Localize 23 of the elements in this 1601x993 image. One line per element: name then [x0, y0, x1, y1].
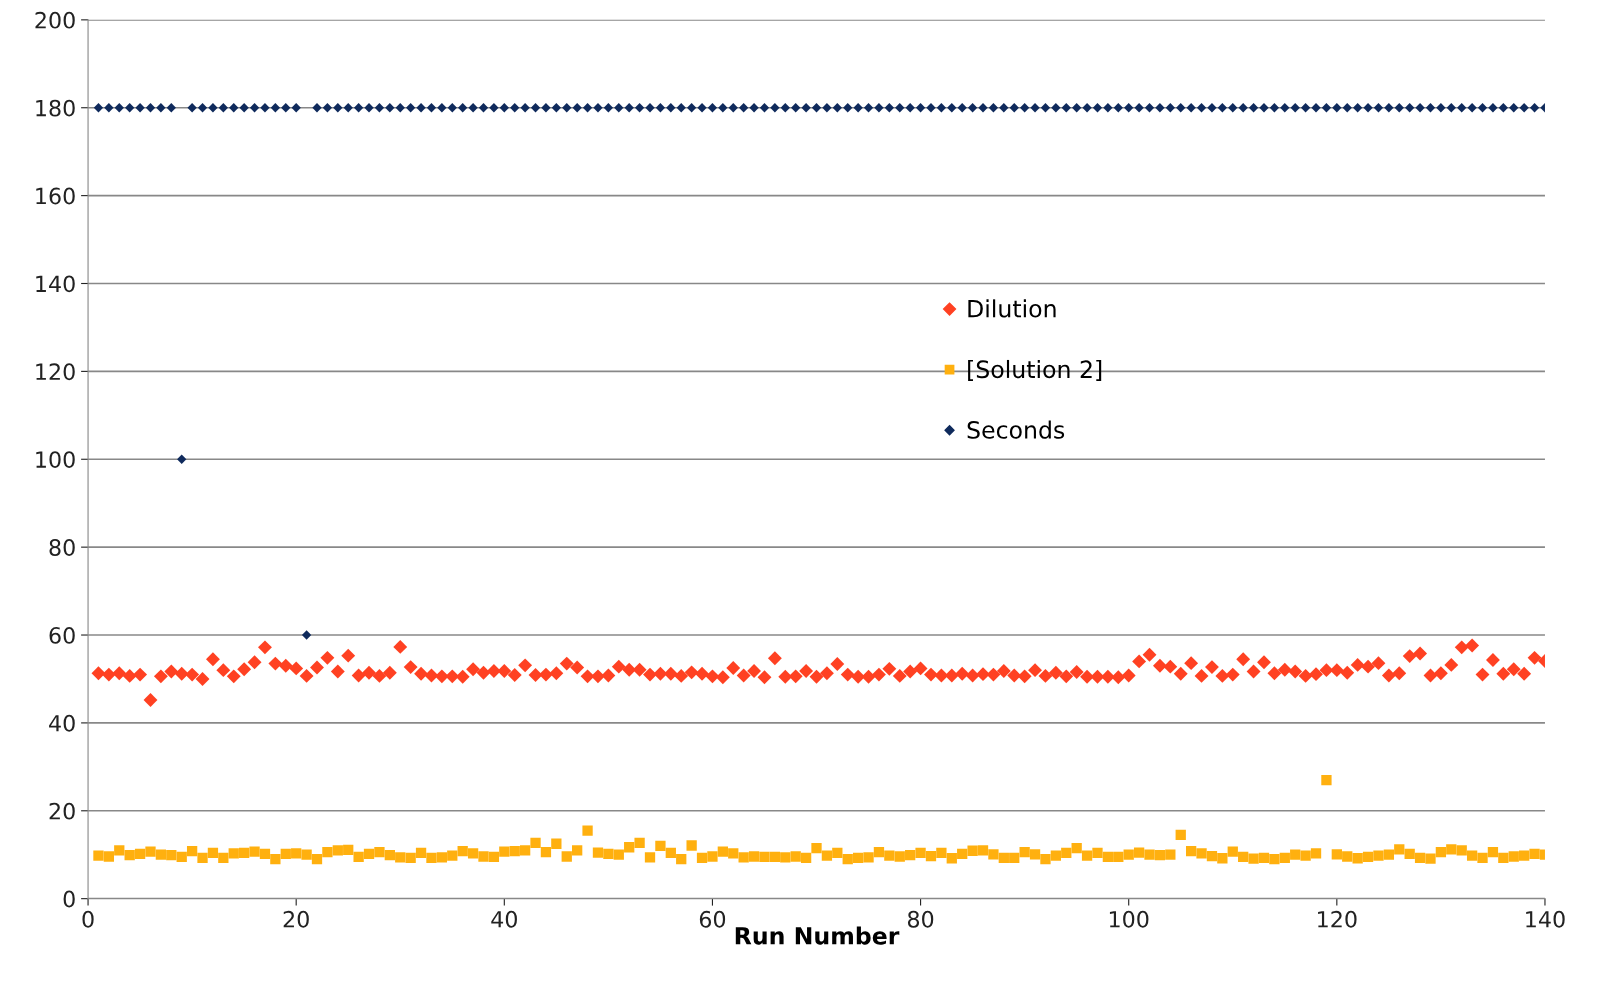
y-tick-label: 80	[49, 539, 75, 556]
x-tick-label: 60	[699, 910, 726, 928]
x-axis-title: Run Number	[735, 926, 900, 945]
y-tick-label: 0	[63, 890, 75, 908]
legend-label: Seconds	[967, 420, 1065, 439]
y-tick-label: 100	[36, 451, 75, 469]
y-tick-label: 20	[49, 802, 75, 820]
x-tick-label: 100	[1109, 910, 1149, 928]
y-tick-label: 180	[36, 99, 75, 117]
x-tick-label: 40	[491, 910, 517, 928]
y-tick-label: 160	[36, 187, 75, 205]
x-tick-label: 20	[283, 910, 309, 928]
y-tick-label: 140	[36, 275, 75, 293]
x-tick-label: 120	[1318, 910, 1357, 928]
y-tick-label: 120	[36, 363, 75, 381]
legend-label: Dilution	[968, 299, 1056, 318]
y-tick-label: 40	[49, 714, 75, 732]
x-tick-label: 80	[907, 910, 934, 928]
y-tick-label: 60	[49, 626, 75, 644]
y-tick-label: 200	[35, 11, 75, 29]
x-tick-label: 140	[1526, 910, 1565, 928]
x-tick-label: 0	[82, 910, 94, 928]
legend-label: [Solution 2]	[968, 359, 1102, 382]
